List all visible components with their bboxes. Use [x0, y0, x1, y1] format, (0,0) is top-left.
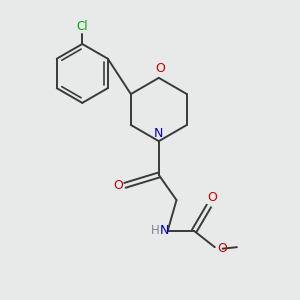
Text: O: O [218, 242, 228, 255]
Text: Cl: Cl [76, 20, 88, 33]
Text: N: N [159, 224, 169, 237]
Text: O: O [114, 179, 123, 192]
Text: N: N [154, 127, 164, 140]
Text: H: H [151, 224, 160, 237]
Text: O: O [155, 62, 165, 75]
Text: O: O [208, 191, 218, 205]
